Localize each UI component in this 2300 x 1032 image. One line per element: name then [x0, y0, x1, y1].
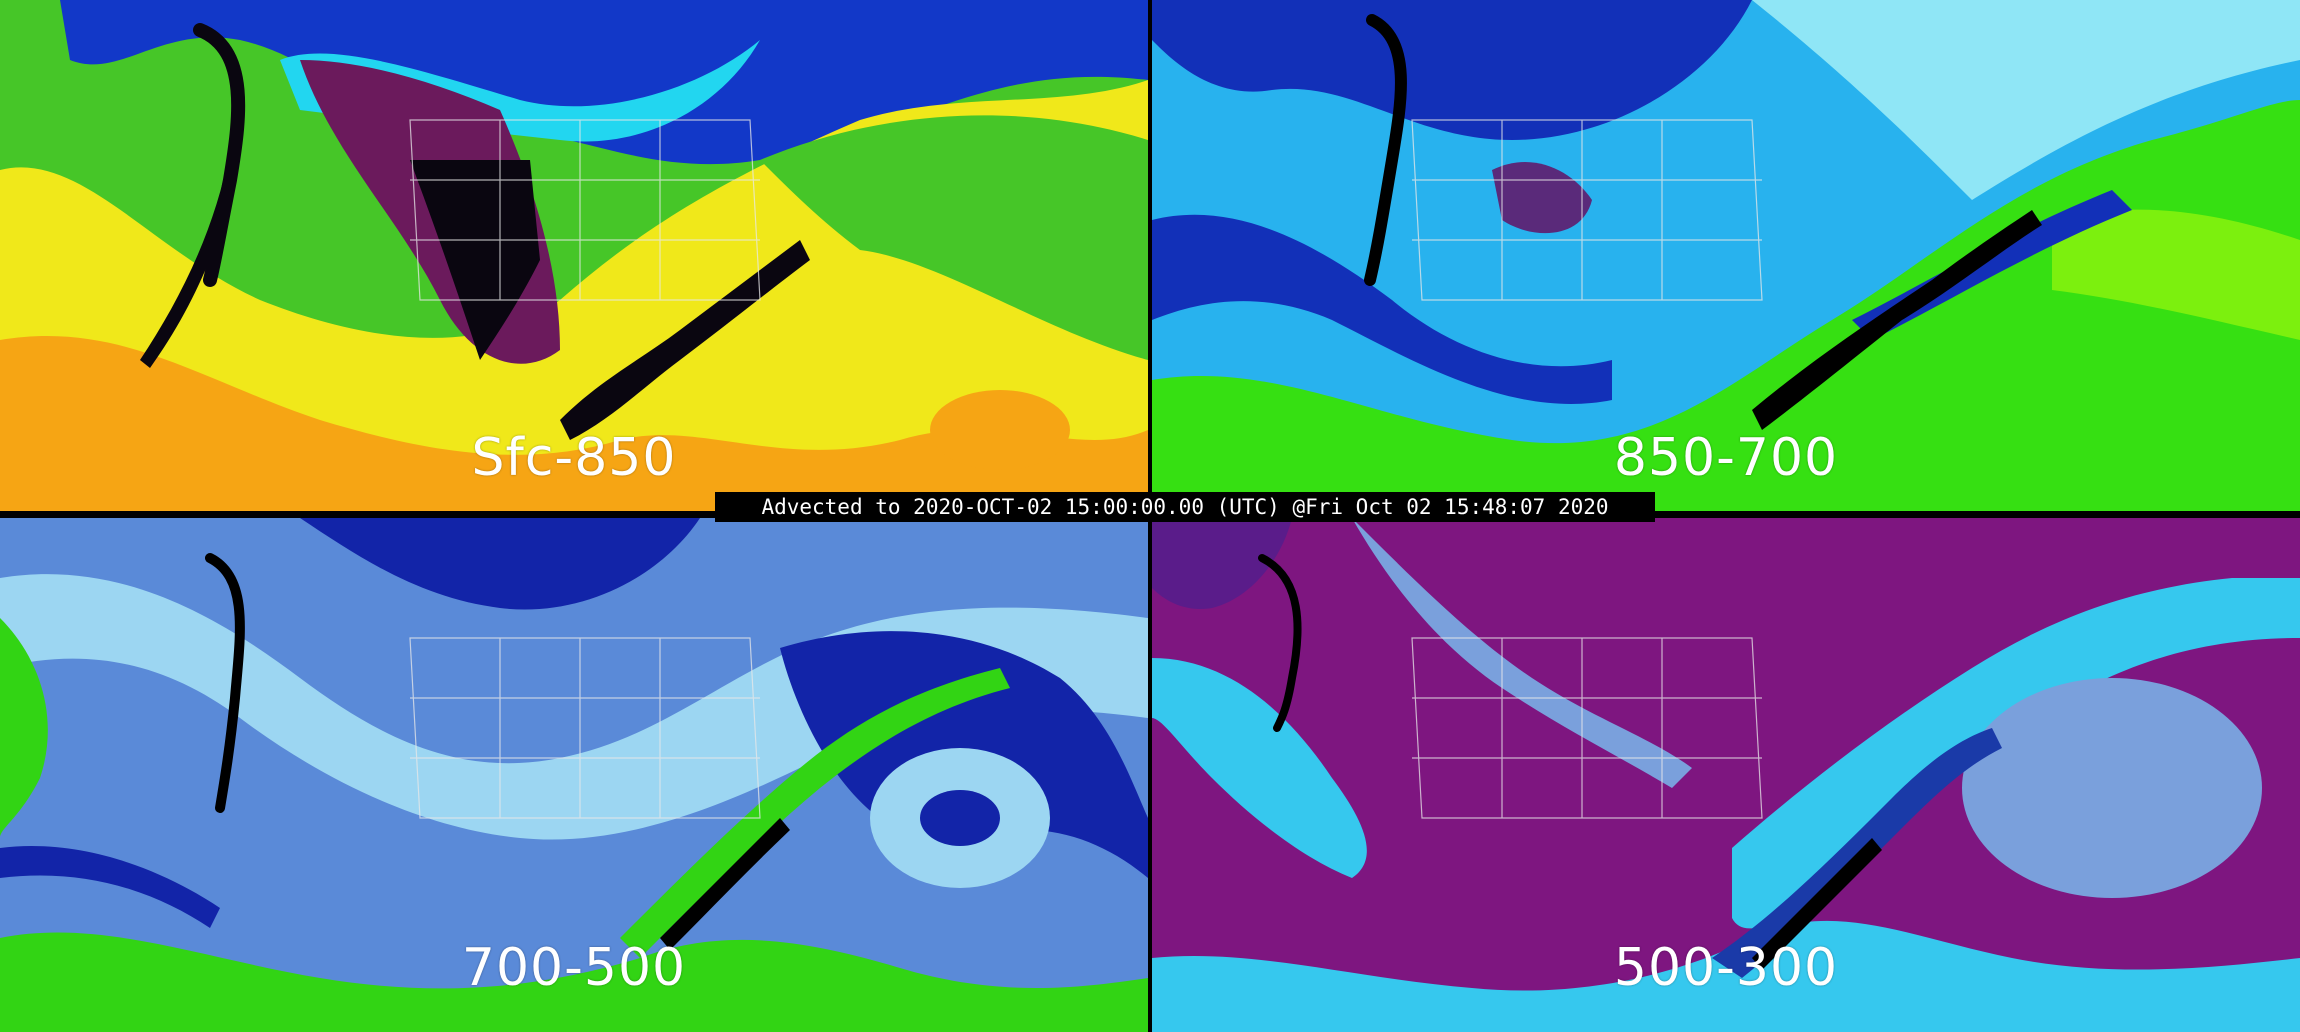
- layer-label: Sfc-850: [471, 428, 677, 488]
- advection-timestamp-banner: Advected to 2020-OCT-02 15:00:00.00 (UTC…: [715, 492, 1655, 522]
- map-panel-500-300: 500-300: [1152, 518, 2300, 1032]
- state-boundaries: [1411, 119, 1763, 301]
- state-boundaries: [1411, 637, 1763, 819]
- moisture-field-850-700: [1152, 0, 2300, 511]
- layer-label: 700-500: [461, 938, 687, 998]
- map-panel-700-500: 700-500: [0, 518, 1148, 1032]
- layer-label: 500-300: [1613, 938, 1839, 998]
- moisture-field-700-500: [0, 518, 1148, 1032]
- state-boundaries: [409, 119, 761, 301]
- layer-label: 850-700: [1613, 428, 1839, 488]
- moisture-field-500-300: [1152, 518, 2300, 1032]
- map-panel-sfc-850: Sfc-850: [0, 0, 1148, 511]
- state-boundaries: [409, 637, 761, 819]
- moisture-field-sfc-850: [0, 0, 1148, 511]
- map-panel-850-700: 850-700: [1152, 0, 2300, 511]
